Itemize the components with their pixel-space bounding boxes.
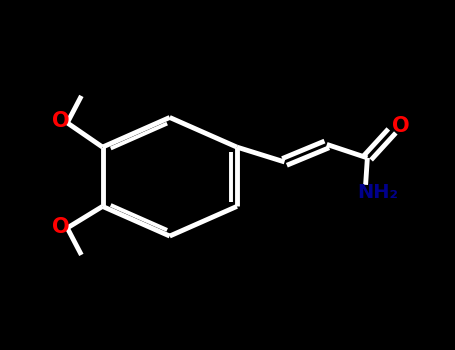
Text: NH₂: NH₂: [358, 183, 399, 202]
Text: O: O: [52, 111, 70, 131]
Text: O: O: [392, 116, 410, 136]
Text: O: O: [52, 217, 70, 237]
